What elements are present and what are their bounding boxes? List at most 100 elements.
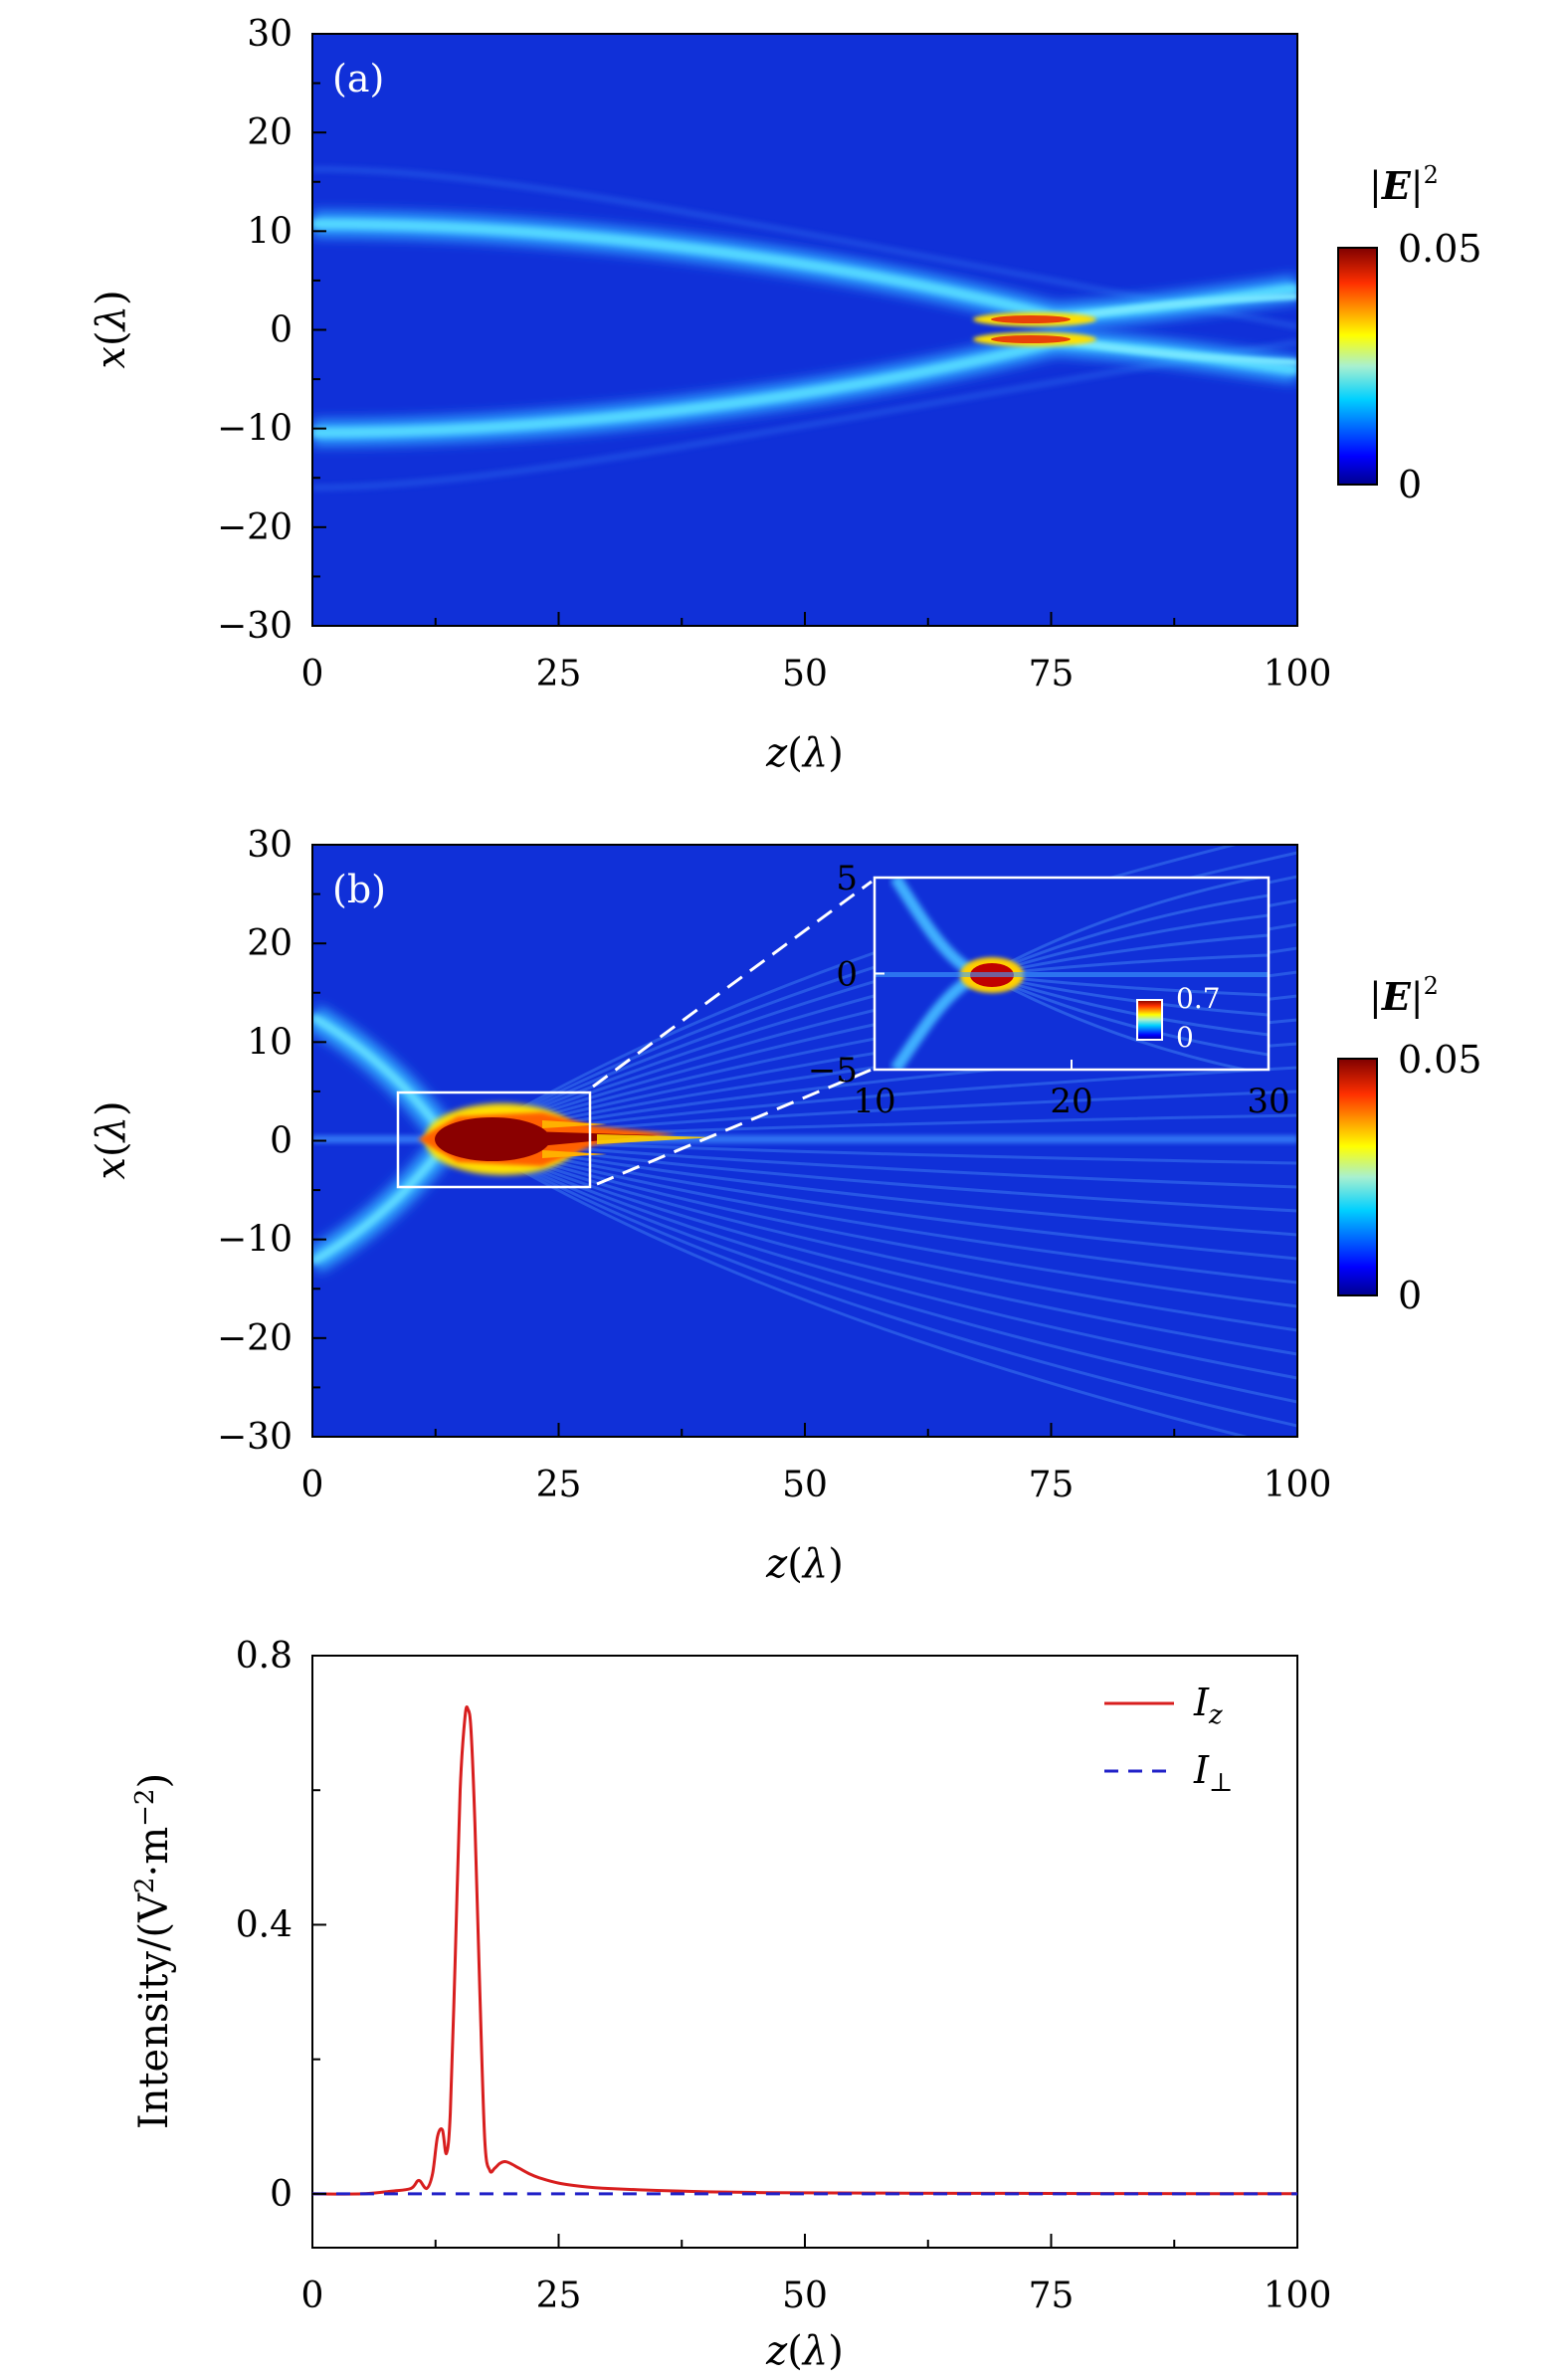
inset-fringe-line — [984, 893, 1269, 977]
zoom-region-box — [396, 1091, 592, 1189]
beam-lower-b — [312, 1143, 448, 1266]
inset-beam-upper — [889, 878, 974, 976]
inset-fringe-line — [984, 878, 1267, 977]
panel-label-b: (b) — [332, 868, 386, 911]
y-axis-b: 30 20 10 0 −10 −20 −30 — [217, 825, 326, 1458]
x-tick-label: 75 — [1029, 654, 1075, 694]
y-tick-label: 20 — [247, 112, 293, 153]
y-tick-label: 0.4 — [236, 1904, 293, 1945]
x-tick-label: 50 — [782, 2276, 828, 2316]
fringe-line — [467, 1137, 1297, 1332]
focus-upper-a-core — [991, 315, 1071, 323]
y-tick-label: 0.8 — [236, 1636, 293, 1677]
inset-y-tick-label: 0 — [836, 955, 858, 995]
y-tick-label: −20 — [217, 1318, 293, 1359]
y-axis-label-c: Intensity/(V2·m−2) — [130, 1773, 177, 2129]
lobe-lower-a — [1074, 339, 1297, 365]
inset-axes: 10 20 30 5 0 −5 — [808, 859, 1290, 1121]
heatmap-b-field — [312, 845, 1297, 1437]
focus-lower-a-core — [991, 335, 1071, 343]
x-tick-label: 100 — [1264, 654, 1332, 694]
y-tick-label: 0 — [270, 2174, 293, 2215]
inset-x-tick-label: 20 — [1050, 1082, 1092, 1121]
colorbar-b-bar — [1337, 1058, 1378, 1296]
legend: Iz I⊥ — [1104, 1681, 1233, 1798]
inset-axis-streak — [875, 972, 1269, 977]
x-axis-b: 0 25 50 75 100 — [301, 1423, 1332, 1505]
fringe-line — [467, 1137, 1297, 1404]
inset-colorbar — [1136, 999, 1163, 1041]
focal-region-b — [418, 1103, 716, 1175]
x-axis-c: 0 25 50 75 100 — [301, 2234, 1332, 2316]
fringe-line — [467, 1137, 1252, 1437]
y-tick-label: −10 — [217, 1220, 293, 1261]
y-tick-label: 10 — [247, 1022, 293, 1063]
x-tick-label: 100 — [1264, 1465, 1332, 1505]
x-axis-label-b: z(λ) — [765, 1541, 844, 1587]
x-tick-label: 0 — [301, 654, 324, 694]
inset-y-tick-label: −5 — [808, 1051, 858, 1091]
lobe-upper-a — [1074, 294, 1297, 319]
fringe-line — [467, 1137, 1297, 1308]
zoom-connector-top — [592, 880, 873, 1089]
line-plot-panel: 0 25 50 75 100 0.8 0.4 0 z(λ) Intensity/(V2·m−… — [130, 1636, 1331, 2374]
x-tick-label: 0 — [301, 2276, 324, 2316]
x-tick-label: 25 — [536, 2276, 582, 2316]
y-tick-label: 0 — [270, 310, 293, 351]
y-axis-label-b: x(λ) — [89, 1100, 134, 1179]
colorbar-b: |E|2 0.05 0 — [1337, 972, 1482, 1317]
line-plot-frame — [311, 1655, 1298, 2249]
inset-colorbar-min: 0 — [1176, 1021, 1194, 1054]
y-tick-label: −20 — [217, 507, 293, 548]
colorbar-b-min: 0 — [1398, 1274, 1422, 1317]
x-tick-label: 50 — [782, 654, 828, 694]
colorbar-a-title: |E|2 — [1369, 161, 1439, 208]
y-tick-label: −30 — [217, 1417, 293, 1458]
y-axis-c: 0.8 0.4 0 — [236, 1636, 326, 2215]
heatmap-a-background — [312, 34, 1297, 626]
inset-fringe-line — [984, 973, 1269, 1057]
inset-fringe-line — [984, 973, 1252, 1070]
y-tick-label: 0 — [270, 1121, 293, 1162]
colorbar-b-max: 0.05 — [1398, 1038, 1482, 1082]
x-tick-label: 75 — [1029, 2276, 1075, 2316]
inset-y-tick-label: 5 — [836, 859, 858, 898]
colorbar-a-min: 0 — [1398, 463, 1422, 506]
fringe-line — [467, 1137, 1297, 1380]
fringe-fan-b — [467, 845, 1297, 1437]
colorbar-a: |E|2 0.05 0 — [1337, 161, 1482, 506]
y-axis-a: 30 20 10 0 −10 −20 −30 — [217, 14, 326, 647]
colorbar-a-bar — [1337, 247, 1378, 486]
y-tick-label: −10 — [217, 409, 293, 450]
inset-colorbar-max: 0.7 — [1176, 982, 1221, 1015]
axis-streak-b — [312, 1135, 1297, 1143]
heatmap-a-field — [312, 166, 1297, 491]
inset-plot: 10 20 30 5 0 −5 0.7 0 — [808, 859, 1290, 1121]
y-axis-label-a: x(λ) — [89, 290, 134, 368]
x-axis-a: 0 25 50 75 100 — [301, 612, 1332, 694]
inset-beam-lower — [890, 974, 974, 1070]
inset-x-tick-label: 10 — [853, 1082, 895, 1121]
inset-fringe-line — [984, 973, 1269, 1037]
panel-label-a: (a) — [332, 57, 384, 100]
x-tick-label: 100 — [1264, 2276, 1332, 2316]
colorbar-a-max: 0.05 — [1398, 227, 1482, 271]
y-tick-label: 30 — [247, 14, 293, 55]
fringe-line — [467, 845, 1241, 1141]
x-tick-label: 50 — [782, 1465, 828, 1505]
x-axis-label-c: z(λ) — [765, 2328, 844, 2374]
fringe-upper-a — [312, 166, 1297, 329]
y-tick-label: 30 — [247, 825, 293, 866]
beam-upper-b — [312, 1013, 448, 1137]
inset-field — [875, 878, 1269, 1070]
fringe-line — [467, 1137, 1297, 1356]
x-tick-label: 25 — [536, 654, 582, 694]
x-axis-label-a: z(λ) — [765, 730, 844, 776]
x-tick-label: 25 — [536, 1465, 582, 1505]
colorbar-b-title: |E|2 — [1369, 972, 1439, 1019]
x-tick-label: 0 — [301, 1465, 324, 1505]
inset-fringe-line — [984, 913, 1269, 977]
